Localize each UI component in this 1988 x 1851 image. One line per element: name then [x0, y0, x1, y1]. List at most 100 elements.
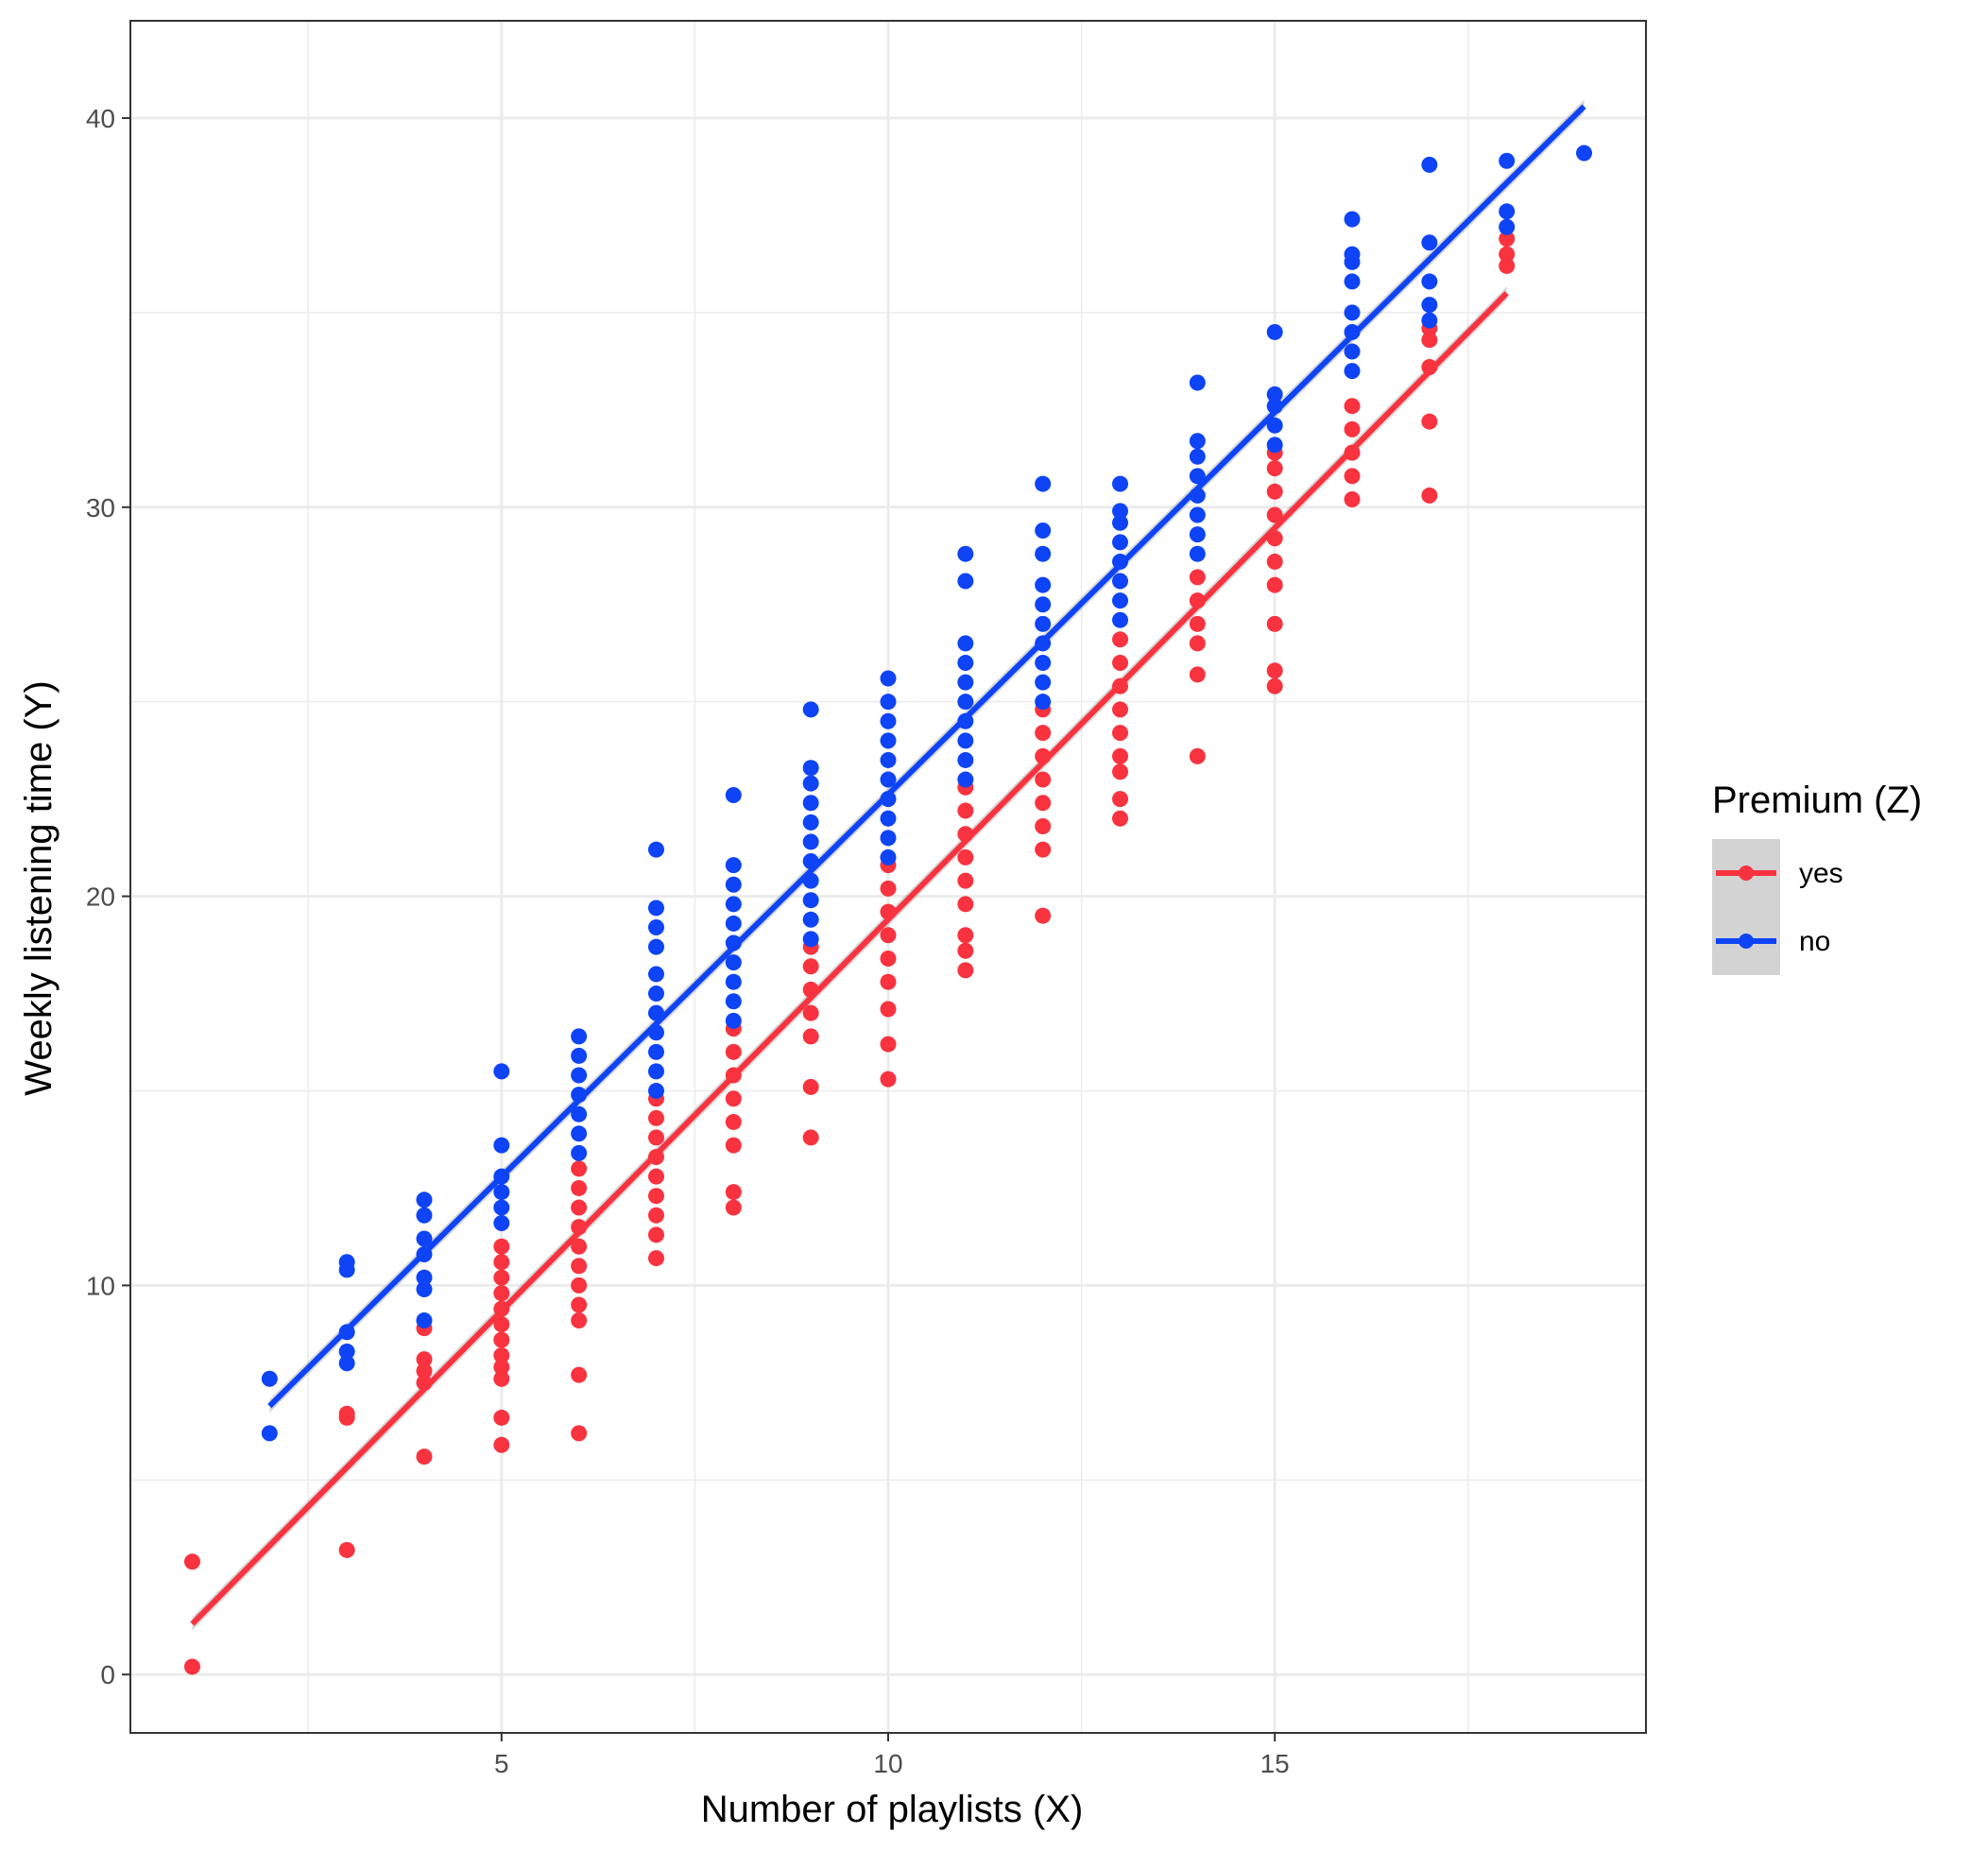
legend-key-background: [1712, 839, 1780, 975]
point-yes: [880, 1001, 897, 1018]
point-no: [725, 1012, 742, 1029]
point-yes: [571, 1311, 588, 1328]
point-no: [802, 760, 819, 777]
y-tick-label: 40: [86, 104, 115, 133]
point-yes: [571, 1296, 588, 1313]
point-yes: [1266, 576, 1283, 593]
point-no: [647, 966, 664, 983]
x-tick-label: 10: [873, 1749, 902, 1778]
legend-item-no: no: [1716, 926, 1830, 957]
point-no: [1421, 312, 1438, 329]
point-yes: [725, 1184, 742, 1201]
y-tick-label: 0: [100, 1660, 115, 1689]
point-yes: [493, 1436, 510, 1453]
point-yes: [647, 1226, 664, 1243]
point-yes: [1421, 413, 1438, 430]
point-no: [1499, 203, 1516, 220]
point-no: [1035, 522, 1052, 539]
point-yes: [957, 848, 974, 866]
point-no: [1035, 596, 1052, 613]
point-yes: [1035, 907, 1052, 924]
point-yes: [493, 1238, 510, 1255]
point-yes: [493, 1370, 510, 1387]
point-no: [1035, 475, 1052, 492]
point-no: [647, 985, 664, 1003]
point-no: [571, 1125, 588, 1142]
point-no: [647, 1083, 664, 1099]
point-yes: [1499, 231, 1516, 248]
x-axis-title: Number of playlists (X): [701, 1789, 1084, 1830]
point-no: [1421, 234, 1438, 251]
point-no: [802, 931, 819, 948]
point-no: [647, 1043, 664, 1060]
point-no: [1035, 545, 1052, 562]
point-yes: [802, 1028, 819, 1045]
point-yes: [571, 1277, 588, 1294]
point-yes: [1112, 791, 1129, 808]
point-yes: [1499, 246, 1516, 263]
legend-key-no-point: [1739, 934, 1754, 949]
legend-label-yes: yes: [1799, 858, 1843, 889]
point-yes: [183, 1658, 200, 1675]
point-no: [802, 892, 819, 909]
point-no: [957, 751, 974, 768]
point-no: [493, 1137, 510, 1154]
point-yes: [957, 896, 974, 913]
point-no: [1189, 545, 1206, 562]
point-no: [1112, 503, 1129, 520]
point-yes: [183, 1553, 200, 1570]
point-yes: [1266, 615, 1283, 632]
point-no: [880, 810, 897, 827]
point-no: [571, 1105, 588, 1123]
point-no: [1421, 297, 1438, 314]
point-yes: [802, 1078, 819, 1095]
point-no: [802, 795, 819, 812]
point-no: [1266, 437, 1283, 454]
point-yes: [725, 1043, 742, 1060]
point-no: [725, 876, 742, 893]
point-no: [1035, 655, 1052, 671]
y-tick-label: 10: [86, 1271, 115, 1300]
point-no: [880, 732, 897, 749]
point-yes: [416, 1351, 433, 1368]
point-no: [261, 1370, 278, 1387]
point-yes: [493, 1331, 510, 1348]
point-no: [1499, 152, 1516, 169]
point-yes: [957, 962, 974, 979]
x-axis: 5 10 15: [494, 1733, 1290, 1778]
point-no: [802, 775, 819, 792]
point-no: [647, 938, 664, 955]
point-yes: [647, 1207, 664, 1224]
point-yes: [571, 1258, 588, 1275]
x-tick-label: 5: [494, 1749, 509, 1778]
point-no: [725, 787, 742, 804]
point-yes: [1189, 666, 1206, 683]
point-yes: [1035, 817, 1052, 834]
point-yes: [957, 942, 974, 959]
point-yes: [880, 1036, 897, 1053]
point-no: [493, 1199, 510, 1216]
point-no: [880, 670, 897, 687]
point-no: [1035, 674, 1052, 691]
x-tick-label: 15: [1260, 1749, 1290, 1778]
point-yes: [1266, 506, 1283, 523]
point-no: [725, 973, 742, 990]
point-yes: [1266, 460, 1283, 477]
point-yes: [1112, 747, 1129, 764]
point-no: [571, 1028, 588, 1045]
point-no: [647, 900, 664, 917]
point-no: [1189, 468, 1206, 485]
point-no: [880, 751, 897, 768]
point-no: [725, 896, 742, 913]
point-no: [1266, 386, 1283, 403]
point-no: [957, 732, 974, 749]
point-no: [1112, 592, 1129, 609]
point-yes: [802, 1129, 819, 1146]
point-yes: [1344, 468, 1361, 485]
point-yes: [1499, 257, 1516, 274]
point-yes: [1112, 701, 1129, 718]
point-yes: [1035, 841, 1052, 858]
point-no: [880, 848, 897, 866]
point-no: [1344, 273, 1361, 290]
